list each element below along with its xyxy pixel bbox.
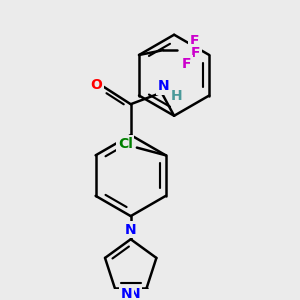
Text: F: F	[191, 46, 201, 60]
Text: F: F	[182, 57, 191, 71]
Text: N: N	[121, 287, 132, 300]
Text: O: O	[90, 78, 102, 92]
Text: Cl: Cl	[118, 137, 133, 151]
Text: N: N	[125, 223, 136, 237]
Text: N: N	[158, 79, 169, 93]
Text: H: H	[171, 89, 183, 103]
Text: F: F	[189, 34, 199, 47]
Text: N: N	[129, 287, 141, 300]
